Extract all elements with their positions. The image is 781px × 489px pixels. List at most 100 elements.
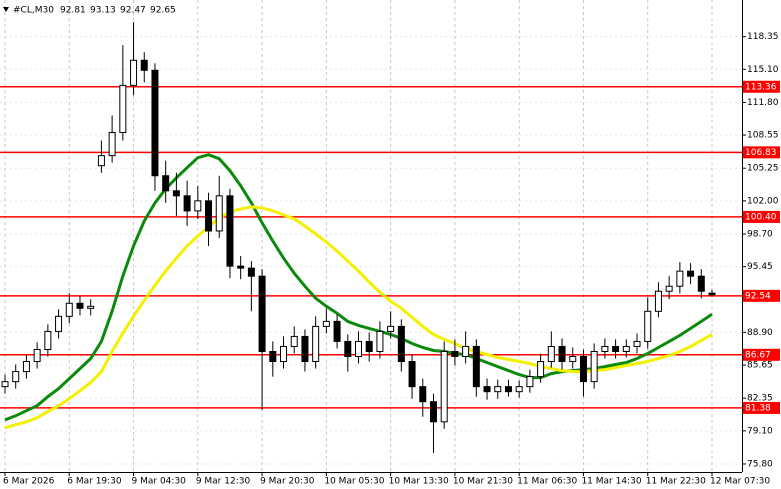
candle-body [494,386,502,393]
candle-body [526,376,534,388]
x-tick-label: 9 Mar 20:30 [260,477,315,487]
candle-body [258,275,266,352]
candle-body [537,361,545,378]
x-tick-label: 6 Mar 2026 [3,477,55,487]
candle-body [355,340,362,358]
candle-body [665,285,673,292]
candle-body [558,345,566,363]
candle-body [162,175,170,192]
candle-body [504,386,512,393]
candle-body [237,265,245,269]
candle-body [644,310,652,342]
candle-body [708,292,716,296]
y-tick-label: 98.70 [747,229,773,239]
x-tick-label: 10 Mar 13:30 [389,477,449,487]
candle-body [451,350,459,358]
candle-body [687,270,695,277]
candle-body [633,340,641,347]
level-label: 100.40 [745,212,777,222]
level-label-bg [743,210,780,223]
candle-body [130,59,138,86]
candle-body [590,350,598,383]
candle-body [676,270,684,287]
x-tick-label: 10 Mar 21:30 [453,477,513,487]
candle-body [87,305,95,309]
candle-body [172,190,180,197]
x-tick-label: 11 Mar 22:30 [646,477,706,487]
chart-title: #CL,M30 [13,6,54,16]
level-label: 92.54 [745,291,771,301]
candle-body [483,386,491,393]
plot-layer [0,0,742,472]
x-tick-label: 11 Mar 14:30 [581,477,641,487]
candle-body [365,340,373,352]
level-label: 113.36 [745,82,777,92]
candle-body [654,290,662,312]
candle-body [183,195,191,212]
candle-body [344,340,352,358]
candle-body [194,200,202,212]
candle-body [333,320,341,342]
level-label-bg [743,80,780,93]
candle-body [55,315,63,332]
y-tick-label: 75.80 [747,459,773,469]
candle-body [440,350,448,423]
x-tick-label: 6 Mar 19:30 [67,477,122,487]
candle-body [579,356,587,383]
level-label: 86.67 [745,350,771,360]
header-value: 92.47 [120,6,146,16]
y-tick-label: 102.00 [747,196,779,206]
candle-body [462,345,470,358]
candle-body [472,345,480,388]
candle-body [22,361,30,373]
candle-body [280,345,288,363]
x-tick-label: 9 Mar 12:30 [196,477,251,487]
y-tick-label: 105.25 [747,164,779,174]
candle-body [569,356,577,363]
y-tick-label: 85.65 [747,361,773,371]
level-label-bg [743,289,780,302]
x-tick-label: 12 Mar 07:30 [710,477,770,487]
candle-body [247,267,255,277]
header-value: 92.81 [60,6,86,16]
candle-body [76,302,84,309]
candle-body [269,350,277,363]
x-tick-label: 9 Mar 04:30 [132,477,187,487]
candle-body [33,348,41,363]
candle-body [215,195,223,232]
candle-body [429,401,437,423]
y-tick-label: 111.80 [747,98,779,108]
candle-body [515,386,523,393]
candle-body [108,132,116,157]
y-tick-label: 88.90 [747,328,773,338]
candle-body [151,69,159,177]
candle-body [387,325,395,332]
candle-body [12,371,20,383]
y-tick-label: 95.45 [747,262,773,272]
level-label-bg [743,348,780,361]
y-tick-label: 118.35 [747,32,779,42]
candle-body [140,59,148,71]
level-label: 81.38 [745,403,771,413]
header-value: 93.13 [90,6,116,16]
candle-body [290,335,298,347]
y-tick-label: 82.35 [747,394,773,404]
level-label: 106.83 [745,148,777,158]
candle-body [205,200,213,232]
x-tick-label: 11 Mar 06:30 [517,477,577,487]
candle-body [65,302,73,317]
candle-body [322,320,330,327]
candle-body [226,195,234,267]
candle-body [301,335,309,363]
candle-body [622,345,630,352]
candle-body [547,345,555,363]
level-label-bg [743,401,780,414]
candle-body [397,325,405,363]
y-tick-label: 79.10 [747,426,773,436]
candle-body [419,386,427,403]
y-tick-label: 108.55 [747,131,779,141]
candle-body [601,345,609,352]
symbol-icon [3,7,9,12]
